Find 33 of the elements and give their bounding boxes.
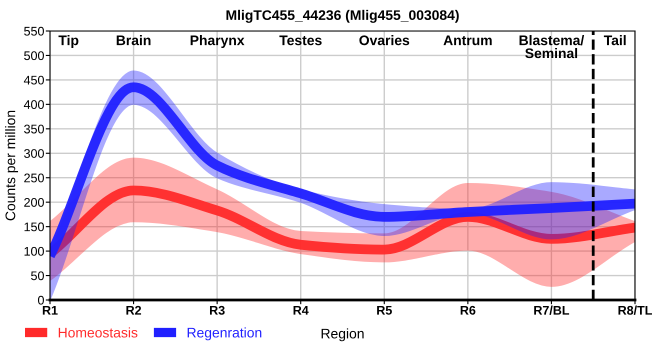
chart-title: MligTC455_44236 (Mlig455_003084) <box>226 10 459 23</box>
x-tick-label: R4 <box>294 306 309 315</box>
y-tick-label: 350 <box>24 124 44 134</box>
y-tick-label: 0 <box>38 296 44 305</box>
y-tick-label: 400 <box>24 100 44 110</box>
x-tick-label: R8/TL <box>618 306 652 315</box>
x-axis-title: Region <box>322 328 364 342</box>
annotation: Testes <box>279 36 322 46</box>
annotation: Ovaries <box>359 35 410 46</box>
y-tick-label: 450 <box>24 76 44 85</box>
legend-label: Homeostasis <box>58 327 138 338</box>
annotation: Tip <box>58 35 78 48</box>
annotation: Brain <box>116 35 150 46</box>
y-axis-title: Counts per million <box>5 110 18 220</box>
y-tick-label: 500 <box>24 51 44 60</box>
y-tick-label: 250 <box>24 174 44 182</box>
x-tick-label: R5 <box>377 306 392 315</box>
y-tick-label: 300 <box>24 149 44 158</box>
y-tick-label: 150 <box>24 222 44 232</box>
x-tick-label: R1 <box>42 306 58 315</box>
y-tick-label: 100 <box>24 246 44 256</box>
annotation: Blastema/ Seminal <box>520 35 584 58</box>
x-tick-label: R2 <box>126 306 142 315</box>
y-tick-label: 200 <box>24 198 44 207</box>
x-tick-label: R3 <box>210 306 225 315</box>
annotation: Tail <box>604 35 626 46</box>
y-tick-label: 550 <box>24 26 44 36</box>
y-tick-label: 50 <box>31 271 44 280</box>
annotation: Antrum <box>444 36 492 46</box>
x-tick-label: R7/BL <box>534 306 570 315</box>
legend-label: Regenration <box>188 327 262 340</box>
x-tick-label: R6 <box>460 306 476 315</box>
annotation: Pharynx <box>190 35 244 48</box>
